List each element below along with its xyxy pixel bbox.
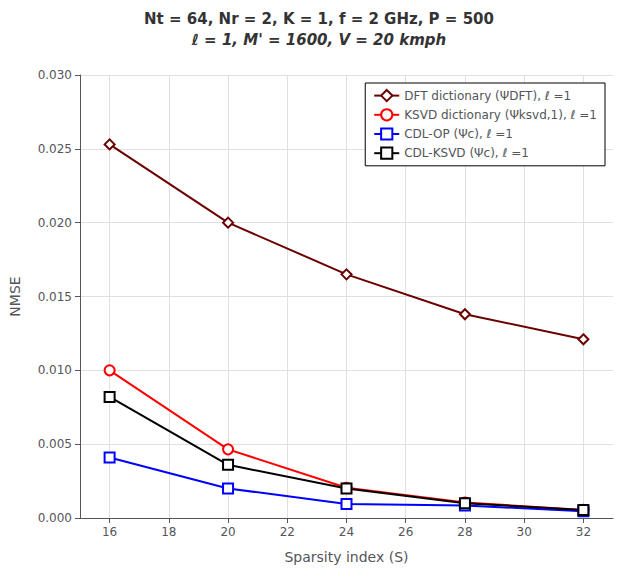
svg-text:0.020: 0.020 (38, 216, 72, 230)
svg-text:CDL-KSVD (Ψc), ℓ =1: CDL-KSVD (Ψc), ℓ =1 (404, 146, 529, 160)
svg-text:20: 20 (220, 525, 235, 539)
svg-text:26: 26 (398, 525, 413, 539)
svg-text:Sparsity index (S): Sparsity index (S) (284, 549, 408, 565)
svg-text:0.015: 0.015 (38, 290, 72, 304)
svg-text:30: 30 (517, 525, 532, 539)
svg-text:0.030: 0.030 (38, 68, 72, 82)
svg-text:DFT dictionary (ΨDFT), ℓ =1: DFT dictionary (ΨDFT), ℓ =1 (404, 89, 571, 103)
svg-text:ℓ = 1, M' = 1600, V = 20 kmph: ℓ = 1, M' = 1600, V = 20 kmph (191, 31, 446, 49)
svg-text:Nt = 64, Nr = 2, K = 1, f = 2: Nt = 64, Nr = 2, K = 1, f = 2 GHz, P = 5… (144, 10, 494, 28)
svg-text:24: 24 (339, 525, 354, 539)
svg-text:0.010: 0.010 (38, 363, 72, 377)
svg-text:32: 32 (576, 525, 591, 539)
svg-text:16: 16 (102, 525, 117, 539)
svg-text:CDL-OP (Ψc), ℓ =1: CDL-OP (Ψc), ℓ =1 (404, 127, 513, 141)
svg-text:KSVD dictionary (Ψksvd,1), ℓ =: KSVD dictionary (Ψksvd,1), ℓ =1 (404, 108, 597, 122)
svg-text:18: 18 (161, 525, 176, 539)
svg-text:0.000: 0.000 (38, 511, 72, 525)
svg-text:NMSE: NMSE (7, 276, 23, 316)
svg-text:0.005: 0.005 (38, 437, 72, 451)
svg-text:22: 22 (280, 525, 295, 539)
svg-text:28: 28 (457, 525, 472, 539)
svg-text:0.025: 0.025 (38, 142, 72, 156)
